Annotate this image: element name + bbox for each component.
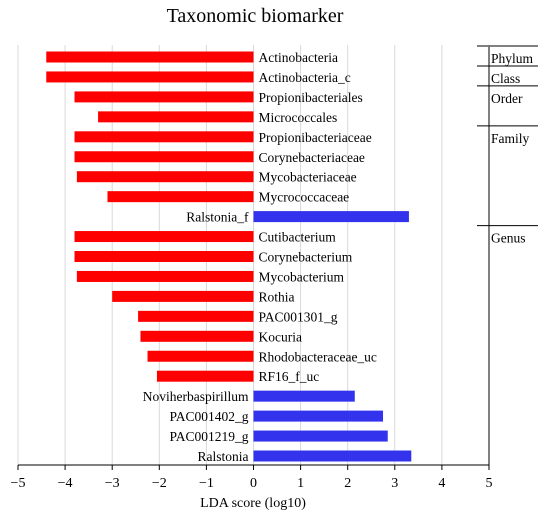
- bar: [147, 350, 254, 362]
- bar-label: Mycrococcaceae: [259, 190, 350, 205]
- bar-label: Noviherbaspirillum: [143, 389, 249, 404]
- bar-label-group: Actinobacteria Actinobacteria_c Propioniba…: [143, 50, 377, 464]
- x-tick-label: 3: [391, 476, 398, 491]
- x-tick-label: 1: [297, 476, 304, 491]
- bar-label: Mycobacterium: [259, 269, 345, 284]
- rank-label: Genus: [491, 231, 526, 246]
- bar: [98, 111, 254, 123]
- bar-label: Rhodobacteraceae_uc: [259, 349, 377, 364]
- bar: [140, 330, 254, 342]
- bar-label: Propionibacteriaceae: [259, 130, 372, 145]
- bar: [46, 71, 254, 83]
- bar: [74, 251, 254, 262]
- bar-label: PAC001219_g: [169, 429, 248, 444]
- bar-label: Kocuria: [259, 329, 302, 344]
- x-axis: −5 −4 −3 −2 −1 0 1 2 3 4 5: [11, 464, 493, 491]
- bar: [76, 171, 254, 183]
- bar-label: Propionibacteriales: [259, 90, 363, 105]
- bar-label: Micrococcales: [259, 110, 338, 125]
- bar: [112, 290, 254, 302]
- bar: [46, 51, 254, 63]
- bar: [253, 410, 384, 422]
- bar-label: PAC001402_g: [169, 409, 248, 424]
- bar-label: Mycobacteriaceae: [259, 170, 357, 185]
- x-tick-label: −3: [105, 476, 120, 491]
- rank-label: Class: [491, 71, 520, 86]
- bar: [74, 231, 254, 243]
- bar-label: Ralstonia_f: [186, 210, 249, 225]
- bar: [107, 191, 254, 203]
- bar: [74, 131, 254, 143]
- rank-bracket-group: Phylum Class Order Family Genus: [477, 45, 538, 465]
- bar-label: PAC001301_g: [259, 309, 338, 324]
- bar: [253, 390, 355, 402]
- rank-label: Family: [491, 131, 530, 146]
- bar-label: Ralstonia: [198, 449, 249, 464]
- bar-label: Rothia: [259, 289, 295, 304]
- x-tick-label: 2: [344, 476, 351, 491]
- x-tick-label: −4: [58, 476, 73, 491]
- x-tick-label: −5: [11, 476, 26, 491]
- bar: [76, 270, 254, 282]
- bar: [253, 430, 388, 442]
- bar-label: Cutibacterium: [259, 230, 337, 245]
- bar: [253, 450, 412, 462]
- bar-label: Actinobacteria: [259, 50, 338, 65]
- x-tick-label: −1: [199, 476, 214, 491]
- bar: [74, 151, 254, 163]
- x-axis-label: LDA score (log10): [200, 496, 306, 511]
- bar-label: Corynebacterium: [259, 250, 353, 265]
- bar-group: [46, 51, 412, 462]
- x-tick-label: 0: [250, 476, 257, 491]
- chart-title: Taxonomic biomarker: [167, 5, 344, 27]
- x-tick-label: 4: [438, 476, 445, 491]
- bar-label: Corynebacteriaceae: [259, 150, 365, 165]
- x-tick-label: 5: [486, 476, 493, 491]
- bar: [253, 211, 409, 223]
- x-tick-label: −2: [152, 476, 167, 491]
- bar: [156, 370, 254, 382]
- rank-label: Phylum: [491, 51, 534, 66]
- rank-label: Order: [491, 91, 523, 106]
- bar-label: RF16_f_uc: [259, 369, 320, 384]
- bar: [138, 310, 254, 322]
- bar-label: Actinobacteria_c: [259, 70, 351, 85]
- bar: [74, 91, 254, 103]
